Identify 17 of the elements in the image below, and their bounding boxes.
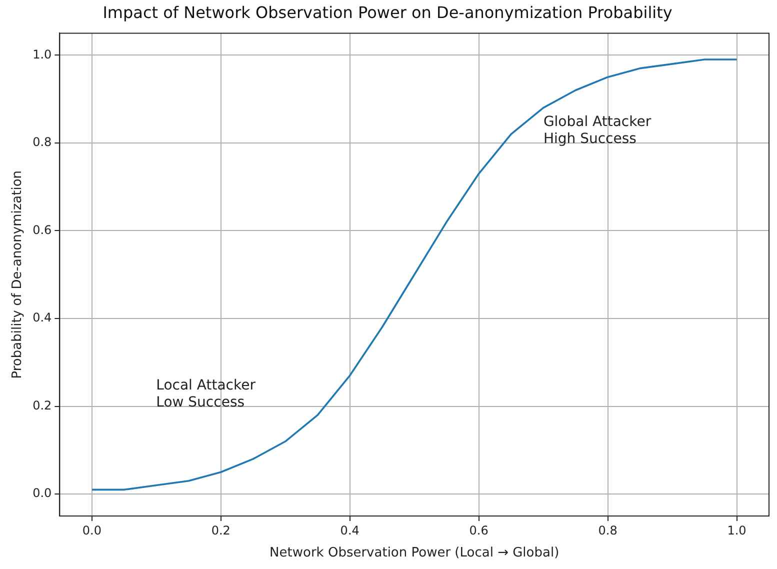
y-tick-label: 0.2 [32, 398, 52, 412]
y-tick-label: 0.4 [32, 310, 52, 325]
chart-title: Impact of Network Observation Power on De-anonymization Probability [102, 2, 672, 22]
x-tick-label: 0.4 [340, 523, 360, 538]
y-tick-label: 0.8 [32, 135, 52, 150]
x-tick-label: 1.0 [727, 523, 746, 538]
y-tick-label: 0.0 [32, 486, 52, 500]
x-tick-label: 0.0 [82, 523, 102, 538]
annotation: Global Attacker High Success [543, 114, 652, 147]
x-axis-title: Network Observation Power (Local → Global) [270, 546, 560, 561]
x-tick-label: 0.6 [469, 523, 488, 538]
y-axis-title: Probability of De-anonymization [10, 170, 26, 379]
x-tick-label: 0.2 [211, 523, 230, 538]
x-tick-label: 0.8 [598, 523, 618, 538]
annotation: Local Attacker Low Success [156, 377, 256, 410]
y-tick-label: 1.0 [32, 47, 52, 62]
y-tick-label: 0.6 [32, 222, 52, 237]
